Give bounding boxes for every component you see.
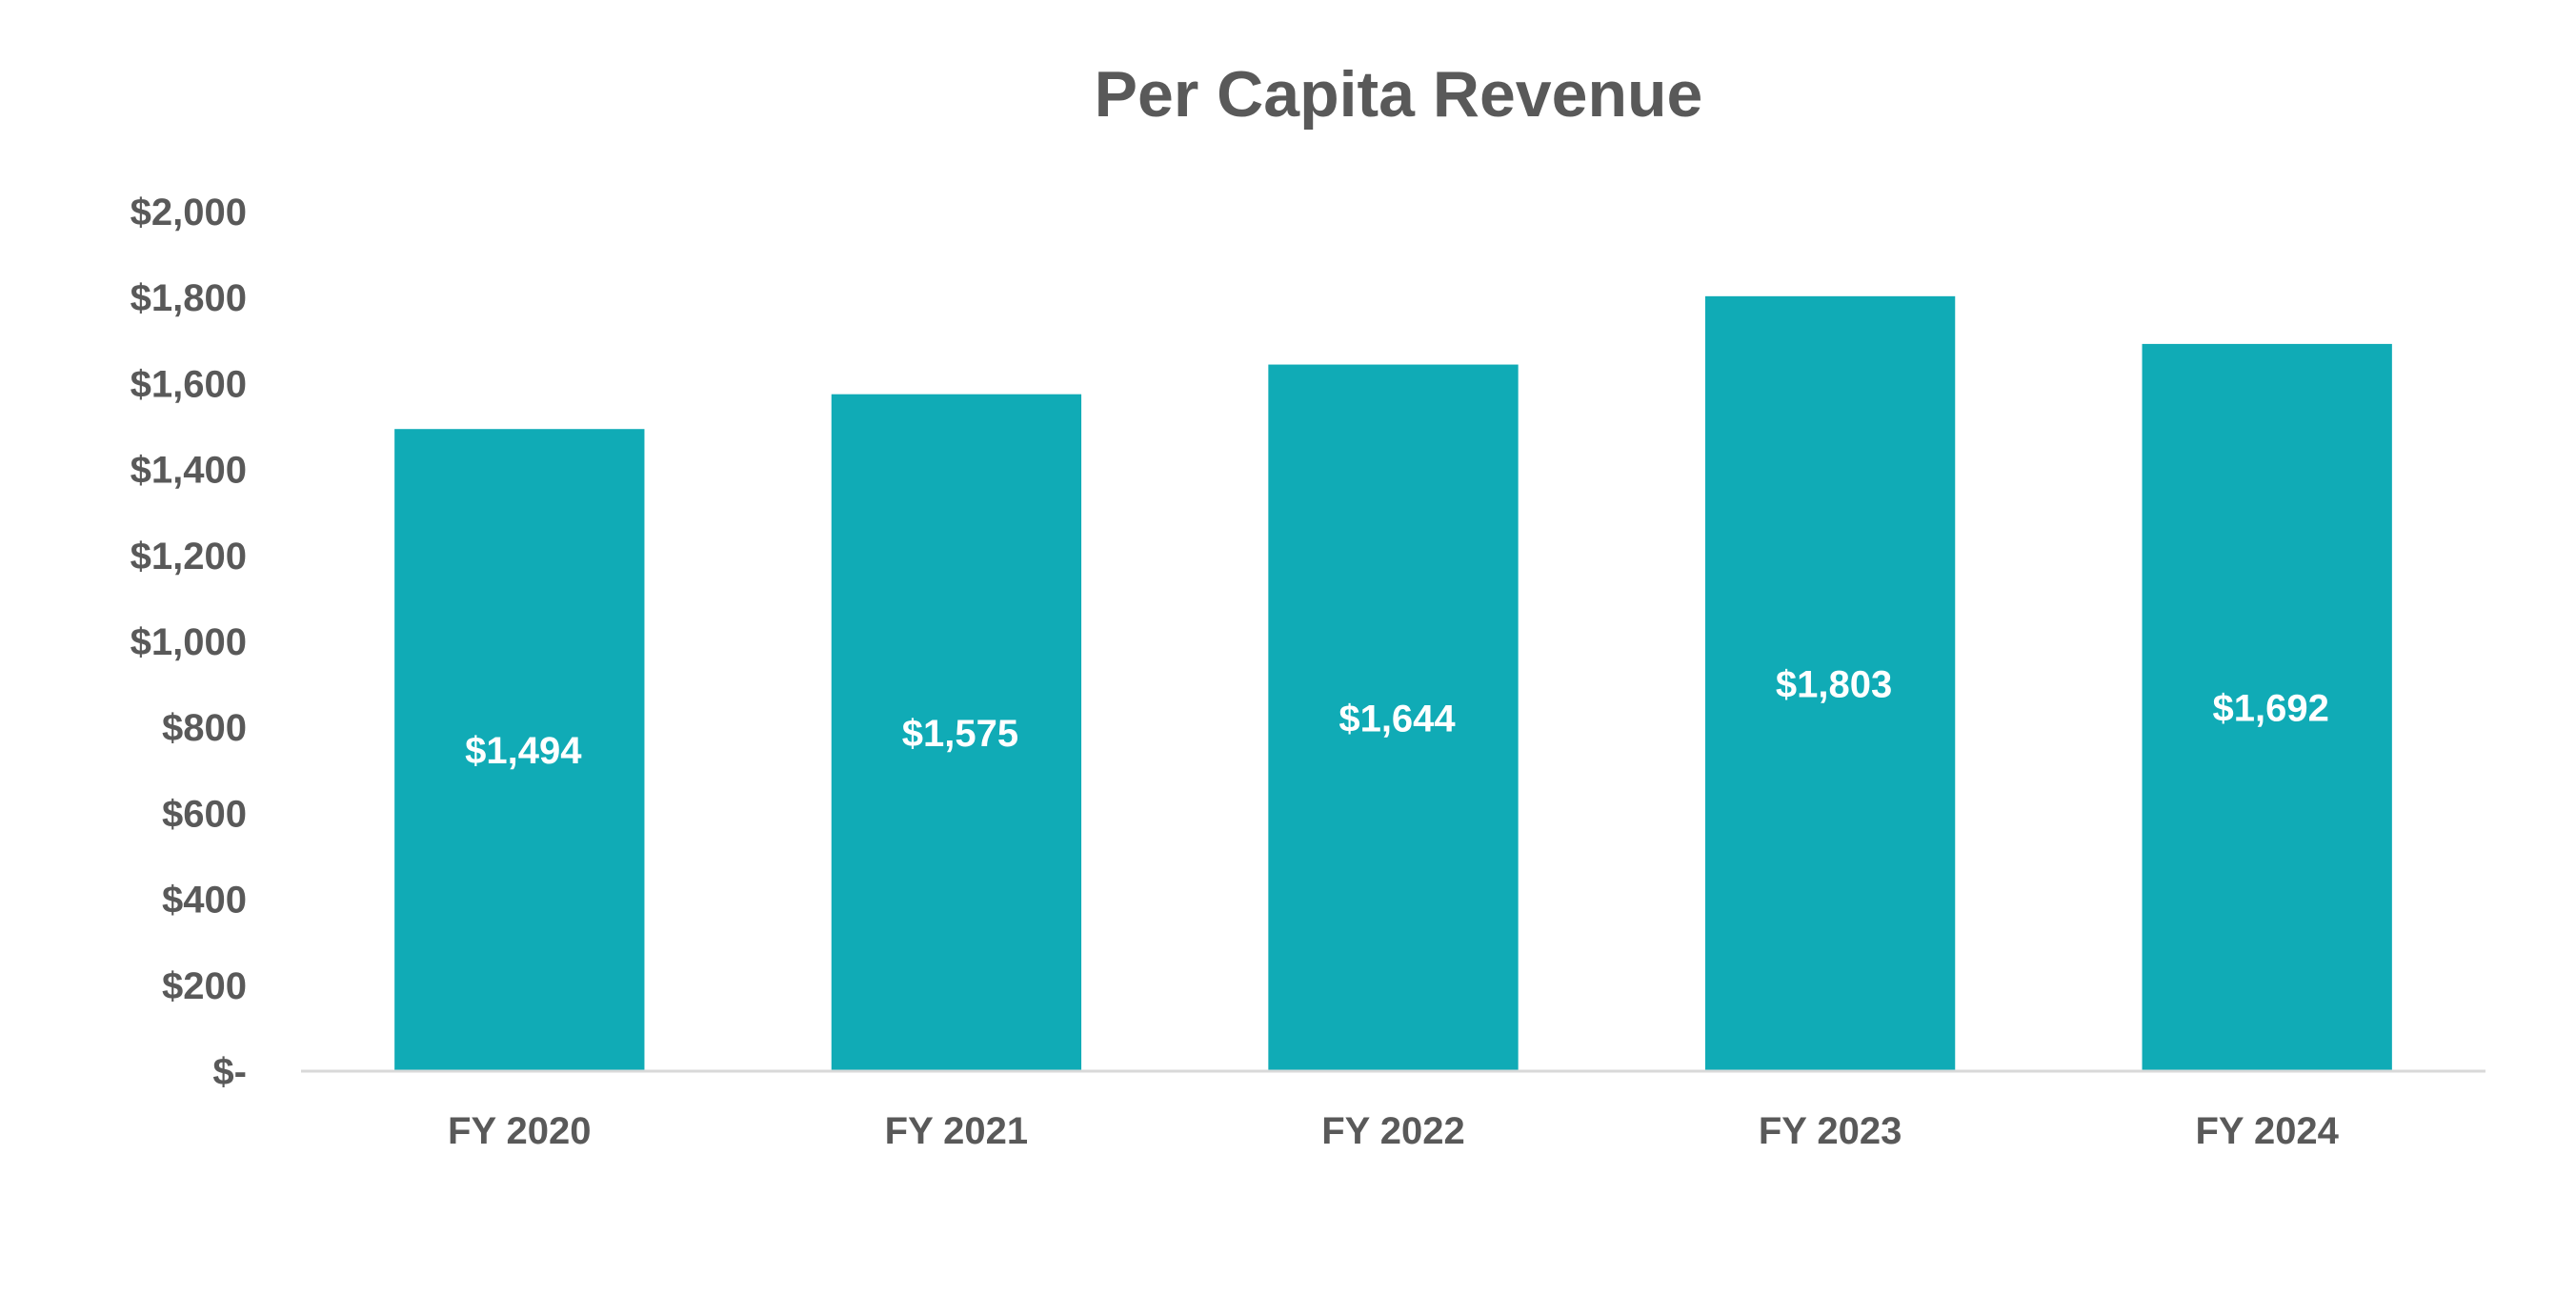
data-label: $1,644 [1338, 698, 1456, 740]
y-tick-label: $200 [162, 965, 247, 1007]
y-tick-label: $2,000 [131, 192, 247, 233]
y-axis: $- $200 $400 $600 $800 $1,000 $1,200 $1,400 $1,6… [131, 192, 247, 1093]
y-tick-label: $600 [162, 793, 247, 835]
bar [1268, 364, 1519, 1071]
y-tick-label: $- [212, 1051, 247, 1093]
x-tick-label: FY 2021 [885, 1110, 1029, 1152]
bar [2142, 343, 2392, 1072]
chart-title: Per Capita Revenue [1095, 58, 1703, 131]
y-tick-label: $1,400 [131, 450, 247, 492]
y-tick-label: $400 [162, 880, 247, 922]
x-axis: FY 2020 FY 2021 FY 2022 FY 2023 FY 2024 [448, 1110, 2340, 1152]
data-label: $1,803 [1776, 663, 1892, 705]
y-tick-label: $1,000 [131, 621, 247, 663]
x-tick-label: FY 2024 [2195, 1110, 2339, 1152]
y-tick-label: $1,600 [131, 363, 247, 405]
x-tick-label: FY 2023 [1759, 1110, 1902, 1152]
data-label: $1,692 [2213, 687, 2329, 729]
bar [394, 429, 645, 1071]
x-tick-label: FY 2022 [1321, 1110, 1465, 1152]
bar [1704, 295, 1956, 1071]
y-tick-label: $1,800 [131, 277, 247, 319]
data-label: $1,575 [902, 713, 1018, 755]
x-tick-label: FY 2020 [448, 1110, 592, 1152]
data-label: $1,494 [465, 730, 582, 772]
bar [831, 394, 1082, 1071]
y-tick-label: $1,200 [131, 536, 247, 578]
y-tick-label: $800 [162, 707, 247, 749]
bars: $1,494 $1,575 $1,644 $1,803 $1,692 [394, 295, 2392, 1072]
